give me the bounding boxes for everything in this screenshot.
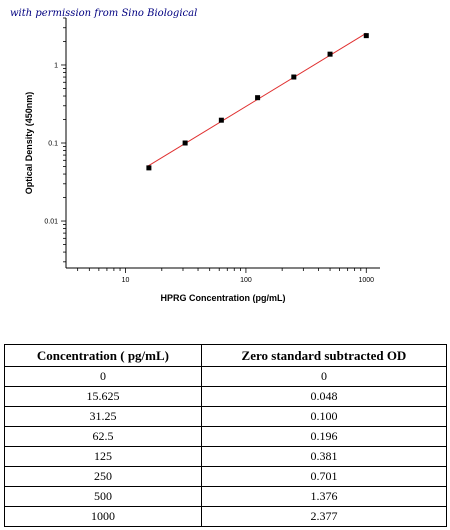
x-tick-label: 1000 xyxy=(358,277,374,284)
data-point xyxy=(363,33,369,39)
table-row: 125 0.381 xyxy=(4,446,448,467)
od-cell: 0.048 xyxy=(200,386,448,407)
od-cell: 2.377 xyxy=(200,506,448,527)
concentration-cell: 31.25 xyxy=(4,406,202,427)
standard-curve-chart: 10 100 1000 0.01 0.1 1 HPRG Concentration (pg… xyxy=(24,17,380,303)
od-cell: 0.701 xyxy=(200,466,448,487)
column-header-concentration: Concentration ( pg/mL) xyxy=(4,344,202,367)
x-tick-label: 10 xyxy=(122,277,130,284)
table-row: 15.625 0.048 xyxy=(4,386,448,407)
data-points xyxy=(146,33,369,171)
concentration-cell: 15.625 xyxy=(4,386,202,407)
table-row: 250 0.701 xyxy=(4,466,448,487)
concentration-cell: 62.5 xyxy=(4,426,202,447)
data-point xyxy=(255,95,261,101)
od-cell: 0.381 xyxy=(200,446,448,467)
x-tick-label: 100 xyxy=(240,277,252,284)
y-axis-label: Optical Density (450nm) xyxy=(24,92,34,195)
standard-table: Concentration ( pg/mL) Zero standard sub… xyxy=(4,344,448,527)
concentration-cell: 1000 xyxy=(4,506,202,527)
data-point xyxy=(146,165,152,171)
concentration-cell: 125 xyxy=(4,446,202,467)
table-row: 1000 2.377 xyxy=(4,506,448,527)
y-tick-label: 1 xyxy=(54,62,58,69)
od-cell: 0 xyxy=(200,366,448,387)
concentration-cell: 500 xyxy=(4,486,202,507)
table-body: 0 0 15.625 0.048 31.25 0.100 62.5 0.196 125 0.381… xyxy=(4,366,448,527)
table-header-row: Concentration ( pg/mL) Zero standard sub… xyxy=(4,344,448,367)
table-row: 31.25 0.100 xyxy=(4,406,448,427)
y-tick-label: 0.1 xyxy=(48,141,58,148)
permission-credit: with permission from Sino Biological xyxy=(10,8,198,19)
tick-labels: 10 100 1000 0.01 0.1 1 xyxy=(44,62,374,284)
x-axis-label: HPRG Concentration (pg/mL) xyxy=(161,293,286,303)
data-point xyxy=(327,51,333,57)
table-row: 62.5 0.196 xyxy=(4,426,448,447)
data-point xyxy=(291,74,297,80)
chart-axes xyxy=(61,17,380,273)
concentration-cell: 0 xyxy=(4,366,202,387)
y-tick-label: 0.01 xyxy=(44,219,58,226)
data-point xyxy=(182,140,188,146)
od-cell: 1.376 xyxy=(200,486,448,507)
data-point xyxy=(218,117,224,123)
od-cell: 0.100 xyxy=(200,406,448,427)
od-cell: 0.196 xyxy=(200,426,448,447)
column-header-od: Zero standard subtracted OD xyxy=(200,344,448,367)
concentration-cell: 250 xyxy=(4,466,202,487)
table-row: 500 1.376 xyxy=(4,486,448,507)
